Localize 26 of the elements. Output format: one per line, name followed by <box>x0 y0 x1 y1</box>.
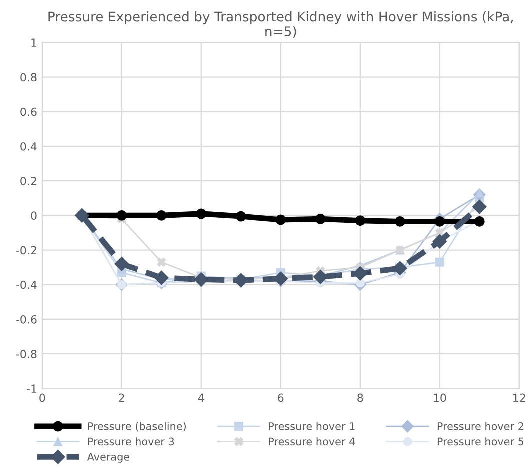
y-tick-label: 0.8 <box>20 73 37 82</box>
y-tick-label: -0.4 <box>16 280 37 290</box>
legend-label: Pressure hover 3 <box>88 438 174 446</box>
x-tick-label: 10 <box>434 394 446 402</box>
x-tick-label: 4 <box>198 394 204 402</box>
y-tick-label: 0.4 <box>20 142 37 151</box>
x-tick-label: 0 <box>40 394 46 402</box>
y-tick-label: -0.6 <box>16 315 37 324</box>
legend-label: Pressure (baseline) <box>88 422 186 432</box>
y-tick-label: 0 <box>31 212 37 220</box>
legend-label: Average <box>87 453 130 463</box>
legend-label: Pressure hover 2 <box>438 422 524 430</box>
y-tick-label: 0.6 <box>20 108 37 116</box>
legend-label: Pressure hover 5 <box>438 438 524 446</box>
y-tick-label: 1 <box>32 38 37 47</box>
legend-label: Pressure hover 4 <box>269 438 356 446</box>
chart-title: Pressure Experienced by Transported Kidney with Hover Missions (kPa, n=5) <box>48 12 514 38</box>
x-tick-label: 12 <box>514 394 526 402</box>
y-tick-label: 0.2 <box>20 177 36 186</box>
x-tick-label: 6 <box>278 394 284 402</box>
x-tick-label: 8 <box>358 394 364 402</box>
x-tick-label: 2 <box>119 394 124 402</box>
y-tick-label: -1 <box>27 384 37 393</box>
legend-label: Pressure hover 1 <box>269 422 355 430</box>
y-tick-label: -0.8 <box>16 350 37 358</box>
y-tick-label: -0.2 <box>16 246 36 255</box>
